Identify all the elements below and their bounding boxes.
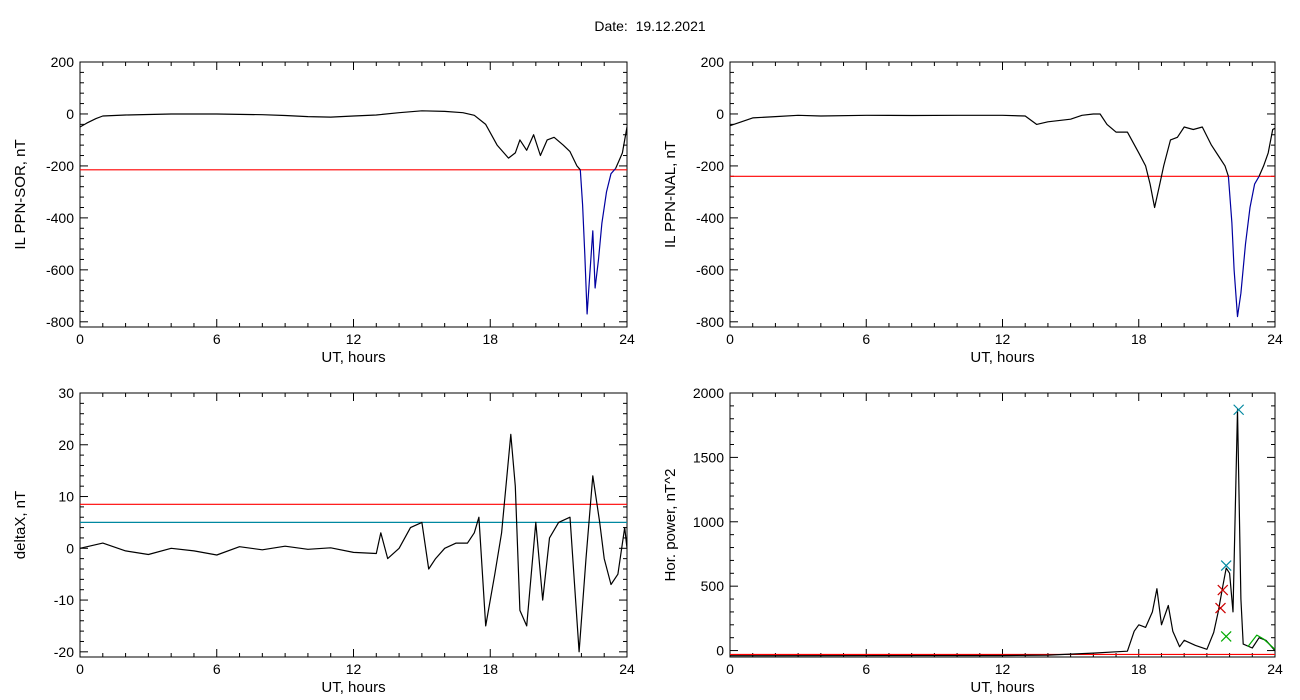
- x-tick-label: 18: [1131, 661, 1147, 677]
- y-tick-label: -200: [46, 158, 74, 174]
- panel-deltax: 0 6 12 18 24 30 20 10 0 -10 -20 UT, hours deltaX, nT: [12, 385, 635, 696]
- x-tick-label: 12: [995, 331, 1011, 347]
- y-axis-label: deltaX, nT: [12, 491, 29, 559]
- y-tick-label: -800: [46, 314, 74, 330]
- panel-il-ppn-nal: 0 6 12 18 24 200 0 -200 -400 -600 -800 UT, hours IL …: [662, 54, 1283, 366]
- x-tick-label: 18: [482, 331, 498, 347]
- y-axis-label: IL PPN-SOR, nT: [12, 139, 29, 249]
- x-tick-label: 0: [76, 661, 84, 677]
- peak-marker: [1233, 404, 1245, 416]
- series-line: [615, 126, 628, 169]
- y-tick-label: 200: [51, 54, 75, 70]
- y-tick-label: -400: [696, 210, 724, 226]
- y-tick-label: 10: [58, 489, 74, 505]
- x-axis-label: UT, hours: [321, 679, 385, 696]
- plot-frame: [79, 392, 628, 658]
- peak-marker-stroke: [1217, 584, 1229, 596]
- y-tick-label: -600: [46, 262, 74, 278]
- x-axis-label: UT, hours: [970, 349, 1034, 366]
- series-line: [1227, 176, 1260, 318]
- y-tick-label: 0: [716, 643, 724, 659]
- y-tick-label: 30: [58, 385, 74, 401]
- y-tick-label: -10: [54, 592, 74, 608]
- peak-marker: [1220, 560, 1232, 571]
- peak-marker-stroke: [1215, 602, 1226, 614]
- y-tick-label: -600: [696, 262, 724, 278]
- x-tick-label: 6: [213, 331, 221, 347]
- y-tick-label: 200: [701, 54, 725, 70]
- x-tick-label: 12: [995, 661, 1011, 677]
- x-tick-label: 0: [726, 331, 734, 347]
- series-line: [1247, 634, 1276, 650]
- x-tick-label: 6: [862, 331, 870, 347]
- x-tick-label: 18: [482, 661, 498, 677]
- y-tick-label: 0: [66, 106, 74, 122]
- y-axis-label: Hor. power, nT^2: [662, 469, 679, 582]
- x-tick-label: 12: [346, 331, 362, 347]
- x-tick-label: 24: [1267, 661, 1283, 677]
- peak-marker-stroke: [1220, 630, 1232, 642]
- x-tick-label: 6: [862, 661, 870, 677]
- series-line: [729, 113, 1229, 209]
- x-tick-label: 6: [213, 661, 221, 677]
- panel-il-ppn-sor: 0 6 12 18 24 200 0 -200 -400 -600 -800 UT, hours IL …: [12, 54, 635, 366]
- x-tick-label: 0: [76, 331, 84, 347]
- plot-frame: [729, 61, 1276, 328]
- peak-marker: [1215, 602, 1226, 614]
- plot-frame: [79, 61, 628, 328]
- peak-marker: [1217, 584, 1229, 596]
- y-tick-label: -200: [696, 158, 724, 174]
- y-tick-label: -20: [54, 644, 74, 660]
- series-line: [79, 433, 628, 653]
- series-line: [579, 168, 617, 315]
- y-tick-label: -800: [696, 314, 724, 330]
- date-label: Date:: [594, 18, 628, 34]
- y-tick-label: -400: [46, 210, 74, 226]
- x-tick-label: 24: [619, 331, 635, 347]
- peak-marker-stroke: [1220, 560, 1232, 571]
- y-tick-label: 500: [701, 578, 725, 594]
- series-line: [1258, 127, 1276, 177]
- y-tick-label: 2000: [693, 385, 724, 401]
- date-title: Date: 19.12.2021: [0, 18, 1300, 34]
- y-tick-label: 20: [58, 437, 74, 453]
- y-axis-label: IL PPN-NAL, nT: [662, 141, 679, 248]
- y-tick-label: 0: [66, 540, 74, 556]
- y-tick-label: 0: [716, 106, 724, 122]
- x-tick-label: 18: [1131, 331, 1147, 347]
- x-tick-label: 12: [346, 661, 362, 677]
- x-tick-label: 24: [1267, 331, 1283, 347]
- series-line: [729, 409, 1276, 657]
- series-line: [79, 110, 581, 171]
- x-axis-label: UT, hours: [970, 679, 1034, 696]
- peak-marker-stroke: [1233, 404, 1245, 416]
- peak-marker: [1220, 630, 1232, 642]
- y-tick-label: 1500: [693, 449, 724, 465]
- x-tick-label: 0: [726, 661, 734, 677]
- date-value: 19.12.2021: [635, 18, 706, 34]
- x-tick-label: 24: [619, 661, 635, 677]
- x-axis-label: UT, hours: [321, 349, 385, 366]
- panel-hor-power: 0 6 12 18 24 2000 1500 1000 500 0 UT, hours Hor. po…: [662, 385, 1283, 696]
- plot-frame: [729, 392, 1276, 658]
- y-tick-label: 1000: [693, 514, 724, 530]
